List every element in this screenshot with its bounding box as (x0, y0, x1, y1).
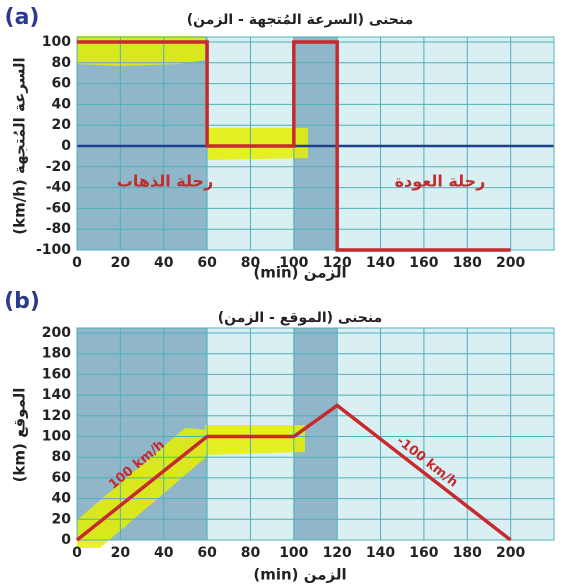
x-tick-label: 0 (72, 255, 82, 271)
x-tick-label: 160 (409, 255, 438, 271)
y-tick-label: 180 (42, 346, 71, 362)
y-tick-label: 120 (42, 408, 71, 424)
y-tick-label: 40 (52, 491, 72, 507)
y-tick-label: 60 (52, 470, 72, 486)
x-tick-label: 200 (496, 255, 525, 271)
highlight (208, 128, 308, 160)
x-tick-label: 160 (409, 545, 438, 561)
y-tick-label: 100 (42, 34, 71, 50)
x-tick-label: 0 (72, 545, 82, 561)
panel-label: (a) (5, 5, 40, 30)
chart-title: منحنى (السرعة المُتجهة - الزمن) (187, 12, 414, 28)
x-axis-label: الزمن (min) (253, 264, 346, 282)
x-axis-label: الزمن (min) (253, 566, 346, 584)
x-tick-label: 80 (241, 255, 261, 271)
y-tick-label: 0 (61, 532, 71, 548)
x-tick-label: 180 (453, 255, 482, 271)
x-tick-label: 40 (154, 255, 174, 271)
y-tick-label: 40 (52, 96, 72, 112)
x-tick-label: 180 (453, 545, 482, 561)
x-tick-label: 20 (111, 545, 131, 561)
y-tick-label: 100 (42, 429, 71, 445)
y-axis-label: الموقع (km) (11, 388, 29, 483)
x-tick-label: 60 (197, 545, 217, 561)
chart-title: منحنى (الموقع - الزمن) (218, 310, 383, 326)
y-tick-label: -20 (46, 159, 72, 175)
plot-frame (76, 36, 555, 251)
y-tick-label: 200 (42, 325, 71, 341)
x-tick-label: 20 (111, 255, 131, 271)
x-tick-label: 100 (279, 545, 308, 561)
y-tick-label: 140 (42, 387, 71, 403)
data-line (77, 40, 511, 252)
y-tick-label: -100 (36, 242, 71, 258)
y-tick-label: 20 (52, 511, 72, 527)
highlight (205, 425, 305, 455)
panel-label: (b) (4, 289, 40, 314)
y-axis-label: السرعة المُتجهة (km/h) (11, 57, 29, 234)
plot-frame (76, 327, 555, 541)
y-tick-label: -60 (46, 200, 72, 216)
y-tick-label: 80 (52, 55, 72, 71)
x-tick-label: 40 (154, 545, 174, 561)
x-tick-label: 100 (279, 255, 308, 271)
x-tick-label: 140 (366, 255, 395, 271)
y-tick-label: 0 (61, 138, 71, 154)
y-tick-label: 20 (52, 117, 72, 133)
x-tick-label: 120 (323, 255, 352, 271)
x-tick-label: 80 (241, 545, 261, 561)
y-tick-label: 60 (52, 76, 72, 92)
annotation: رحلة العودة (395, 172, 486, 191)
y-tick-label: 160 (42, 366, 71, 382)
y-tick-label: 80 (52, 449, 72, 465)
x-tick-label: 200 (496, 545, 525, 561)
annotation: رحلة الذهاب (117, 172, 213, 191)
y-tick-label: -40 (46, 180, 72, 196)
x-tick-label: 140 (366, 545, 395, 561)
y-tick-label: -80 (46, 221, 72, 237)
x-tick-label: 60 (197, 255, 217, 271)
data-line (75, 403, 512, 542)
shaded-span (77, 37, 208, 250)
x-tick-label: 120 (323, 545, 352, 561)
